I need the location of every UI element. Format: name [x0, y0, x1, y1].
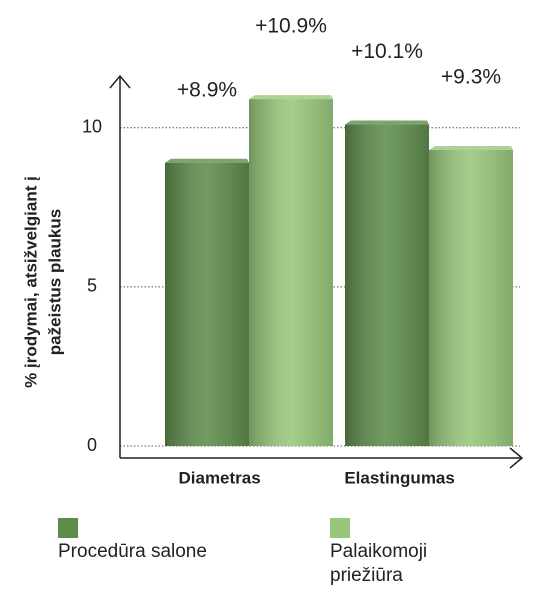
y-tick-label: 5: [87, 276, 97, 296]
y-tick-label: 10: [82, 116, 102, 136]
bar-shade: [165, 162, 249, 446]
bar-shade: [249, 99, 333, 447]
bar-top: [429, 146, 513, 151]
y-axis-label: % įrodymai, atsižvelgiant į: [21, 176, 40, 388]
x-axis-arrow: [509, 447, 524, 469]
x-tick-label: Elastingumas: [344, 468, 455, 487]
bar-top: [165, 158, 249, 163]
legend-label: Palaikomoji priežiūra: [330, 541, 428, 586]
value-label: +9.3%: [441, 66, 501, 89]
bar-shade: [345, 124, 429, 446]
y-tick-label: 0: [87, 435, 97, 455]
x-tick-label: Diametras: [178, 468, 260, 487]
legend-label: Procedūra salone: [58, 541, 207, 562]
y-axis-label: pažeistus plaukus: [45, 209, 64, 355]
value-label: +8.9%: [177, 78, 237, 101]
bar-top: [249, 95, 333, 100]
bar-shade: [429, 150, 513, 446]
value-label: +10.1%: [351, 40, 423, 63]
legend-swatch: [58, 518, 78, 538]
legend-item: Palaikomoji priežiūra: [330, 518, 490, 588]
bar-top: [345, 120, 429, 125]
chart: % įrodymai, atsižvelgiant į pažeistus pl…: [21, 15, 524, 487]
y-axis-arrow: [109, 74, 131, 89]
legend-swatch: [330, 518, 350, 538]
legend-item: Procedūra salone: [58, 518, 278, 564]
value-label: +10.9%: [255, 15, 327, 38]
